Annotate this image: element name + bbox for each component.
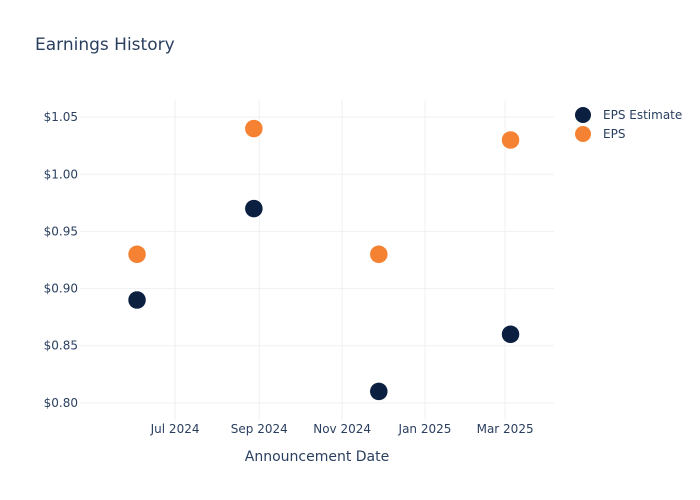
- eps-estimate-point[interactable]: [244, 199, 264, 218]
- y-tick-label: $1.00: [44, 167, 78, 181]
- y-tick-label: $0.90: [44, 282, 78, 296]
- legend-label: EPS: [603, 127, 625, 141]
- gridlines: [80, 100, 554, 420]
- eps-estimate-point[interactable]: [501, 325, 520, 344]
- legend-item-eps-estimate[interactable]: EPS Estimate: [575, 107, 682, 123]
- y-tick-label: $0.80: [44, 396, 78, 410]
- y-axis-ticks: $0.80 $0.85 $0.90 $0.95 $1.00 $1.05: [44, 110, 78, 410]
- eps-point[interactable]: [501, 130, 520, 150]
- legend-item-eps[interactable]: EPS: [575, 126, 625, 142]
- legend-label: EPS Estimate: [603, 108, 682, 122]
- legend-marker: [575, 126, 591, 142]
- legend-marker: [575, 107, 591, 123]
- x-tick-label: Sep 2024: [231, 422, 288, 436]
- y-tick-label: $0.85: [44, 339, 78, 353]
- x-tick-label: Mar 2025: [477, 422, 534, 436]
- x-tick-label: Jan 2025: [398, 422, 452, 436]
- chart-title: Earnings History: [35, 35, 175, 55]
- x-tick-label: Jul 2024: [150, 422, 200, 436]
- eps-estimate-point[interactable]: [369, 382, 389, 401]
- eps-estimate-point[interactable]: [127, 290, 147, 310]
- y-tick-label: $0.95: [44, 224, 78, 238]
- eps-series: [127, 119, 520, 264]
- eps-estimate-series: [127, 199, 520, 401]
- y-tick-label: $1.05: [44, 110, 78, 124]
- eps-point[interactable]: [369, 245, 389, 264]
- data-points: [127, 119, 520, 401]
- x-axis-ticks: Jul 2024 Sep 2024 Nov 2024 Jan 2025 Mar 2025: [150, 422, 534, 436]
- eps-point[interactable]: [244, 119, 264, 138]
- eps-point[interactable]: [127, 245, 147, 264]
- x-axis-title: Announcement Date: [245, 449, 389, 465]
- legend[interactable]: EPS Estimate EPS: [575, 107, 682, 142]
- x-tick-label: Nov 2024: [313, 422, 371, 436]
